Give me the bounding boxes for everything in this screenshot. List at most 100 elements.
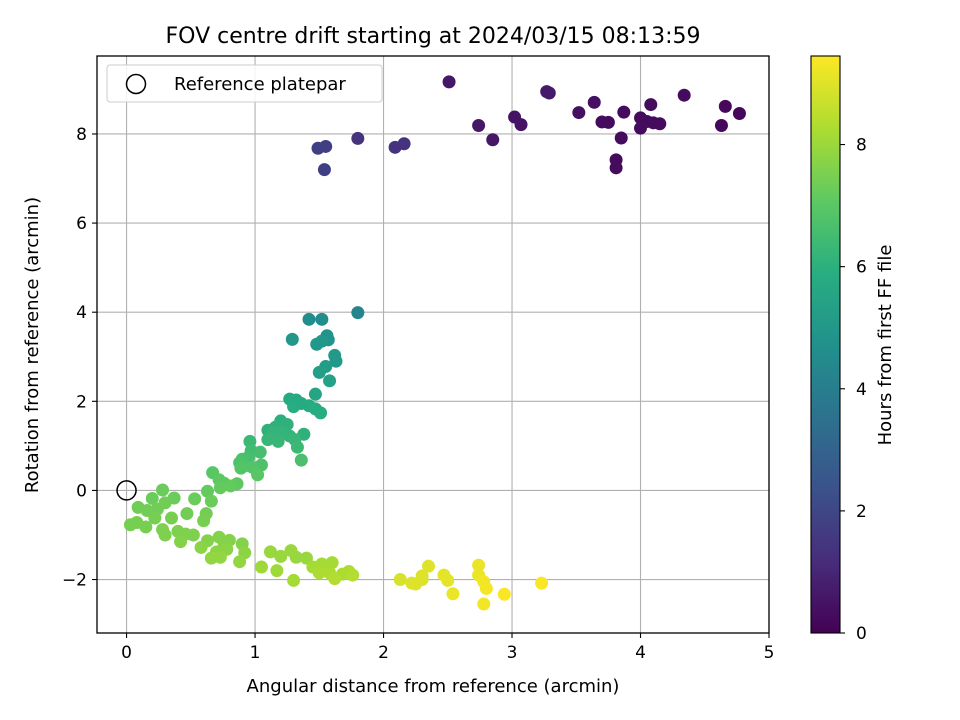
- data-point: [148, 511, 162, 525]
- data-point: [204, 494, 218, 508]
- data-point: [351, 131, 365, 145]
- data-point: [224, 479, 238, 493]
- data-point: [186, 528, 200, 542]
- data-point: [315, 312, 329, 326]
- colorbar-tick-label: 8: [856, 136, 867, 156]
- colorbar-tick-label: 6: [856, 258, 867, 278]
- y-tick-label: 6: [76, 214, 87, 234]
- data-point: [323, 374, 337, 388]
- reference-platepar-marker: [116, 480, 137, 501]
- x-tick-label: 3: [507, 643, 518, 663]
- colorbar-tick-label: 2: [856, 502, 867, 522]
- x-tick-label: 4: [635, 643, 646, 663]
- data-point: [274, 549, 288, 563]
- data-point: [653, 117, 667, 131]
- data-point: [415, 569, 429, 583]
- data-point: [197, 514, 211, 528]
- data-point: [486, 133, 500, 147]
- data-point: [308, 387, 322, 401]
- data-point: [302, 312, 316, 326]
- data-point: [446, 587, 460, 601]
- data-point: [251, 468, 265, 482]
- data-point: [441, 573, 455, 587]
- data-point: [617, 105, 631, 119]
- data-point: [609, 161, 623, 175]
- y-tick-label: −2: [62, 571, 87, 591]
- data-point: [287, 400, 301, 414]
- data-point: [497, 587, 511, 601]
- data-point: [263, 545, 277, 559]
- data-point: [614, 131, 628, 145]
- data-point: [287, 573, 301, 587]
- data-point: [388, 140, 402, 154]
- x-axis: 0 1 2 3 4 5: [121, 633, 774, 663]
- data-point: [535, 576, 549, 590]
- data-point: [677, 88, 691, 102]
- x-axis-label: Angular distance from reference (arcmin): [247, 676, 620, 697]
- data-point: [270, 564, 284, 578]
- colorbar-tick-label: 4: [856, 380, 867, 400]
- data-point: [479, 581, 493, 595]
- colorbar-gradient: [810, 55, 841, 634]
- data-point: [442, 75, 456, 89]
- data-point: [422, 559, 436, 573]
- data-point: [174, 535, 188, 549]
- data-point: [285, 332, 299, 346]
- data-point: [601, 115, 615, 129]
- legend-box: [106, 64, 383, 103]
- data-point: [213, 550, 227, 564]
- data-point: [294, 453, 308, 467]
- colorbar-ticks: 0 2 4 6 8: [840, 136, 867, 644]
- data-point: [213, 481, 227, 495]
- colorbar-label: Hours from first FF file: [875, 245, 896, 446]
- data-point: [732, 106, 746, 120]
- legend-entry-reference: Reference platepar: [174, 74, 346, 95]
- data-point: [472, 119, 486, 133]
- data-point: [188, 492, 202, 506]
- chart-title: FOV centre drift starting at 2024/03/15 …: [166, 24, 701, 49]
- data-point: [477, 597, 491, 611]
- data-point: [158, 528, 172, 542]
- data-point: [572, 106, 586, 120]
- data-point: [634, 121, 648, 135]
- data-point: [587, 95, 601, 109]
- data-point: [194, 540, 208, 554]
- data-point: [253, 445, 267, 459]
- colorbar: 0 2 4 6 8 Hours from first FF file: [810, 55, 896, 644]
- data-point: [312, 566, 326, 580]
- data-point: [233, 555, 247, 569]
- data-point: [514, 118, 528, 132]
- x-tick-label: 2: [378, 643, 389, 663]
- x-tick-label: 1: [250, 643, 261, 663]
- data-point: [714, 119, 728, 133]
- data-point: [314, 406, 328, 420]
- data-point: [254, 560, 268, 574]
- data-point: [145, 491, 159, 505]
- y-tick-label: 4: [76, 303, 87, 323]
- y-axis-label: Rotation from reference (arcmin): [22, 197, 43, 493]
- data-point: [328, 572, 342, 586]
- data-point: [312, 365, 326, 379]
- data-point: [290, 440, 304, 454]
- y-tick-label: 8: [76, 125, 87, 145]
- data-point: [329, 354, 343, 368]
- plot-frame: [96, 55, 770, 634]
- legend: Reference platepar: [106, 64, 383, 103]
- x-tick-label: 0: [121, 643, 132, 663]
- data-point: [289, 550, 303, 564]
- x-tick-label: 5: [764, 643, 775, 663]
- data-points: [116, 75, 746, 611]
- data-point: [644, 98, 658, 112]
- data-point: [234, 461, 248, 475]
- data-point: [180, 507, 194, 521]
- data-point: [261, 433, 275, 447]
- y-tick-label: 0: [76, 481, 87, 501]
- data-point: [271, 434, 285, 448]
- data-point: [393, 573, 407, 587]
- data-point: [139, 520, 153, 534]
- y-tick-label: 2: [76, 392, 87, 412]
- data-point: [472, 558, 486, 572]
- data-point: [311, 141, 325, 155]
- data-point: [325, 556, 339, 570]
